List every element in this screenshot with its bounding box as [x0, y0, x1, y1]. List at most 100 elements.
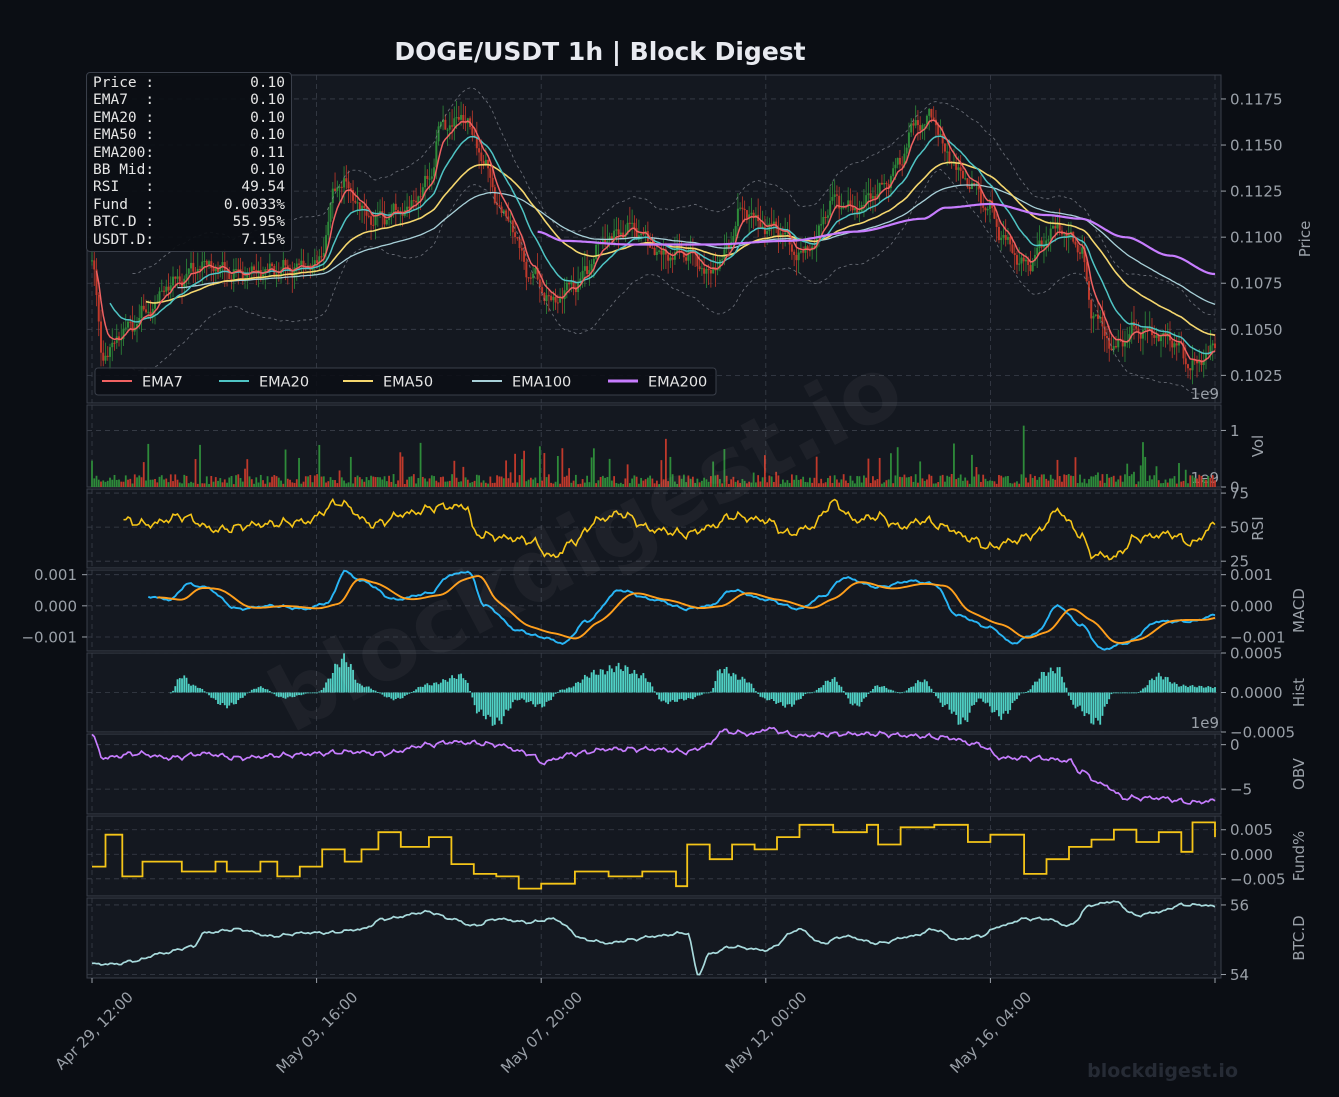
info-label: RSI : — [93, 179, 155, 196]
volume-bar — [604, 477, 607, 487]
candle-body — [327, 221, 330, 236]
hist-bar — [1016, 692, 1018, 700]
macd-ytick-left-label-2: 0.001 — [34, 566, 77, 584]
hist-bar — [309, 692, 312, 694]
hist-bar — [727, 673, 730, 693]
volume-bar — [97, 479, 100, 487]
candle-body — [932, 117, 935, 120]
volume-bar — [302, 481, 305, 487]
volume-bar — [541, 480, 544, 487]
candle-body — [1018, 263, 1021, 265]
info-value: 0.0033% — [223, 196, 285, 213]
volume-bar — [1083, 478, 1086, 487]
volume-bar — [718, 479, 721, 487]
hist-bar — [424, 684, 426, 693]
volume-bar — [352, 483, 354, 487]
candle-body — [208, 261, 211, 265]
volume-bar — [673, 481, 676, 487]
candle-body — [1024, 259, 1027, 262]
volume-bar — [151, 479, 154, 487]
candle-body — [160, 290, 163, 292]
volume-bar — [111, 479, 114, 487]
candle-body — [190, 262, 193, 269]
volume-bar — [230, 476, 233, 487]
hist-bar — [172, 690, 174, 693]
hist-bar — [1196, 687, 1198, 693]
candle-body — [1114, 346, 1117, 348]
candle-body — [196, 268, 199, 273]
candle-body — [1182, 343, 1185, 359]
candle-body — [705, 269, 708, 274]
volume-bar — [307, 476, 309, 487]
volume-bar — [763, 455, 766, 487]
hist-bar — [932, 692, 935, 693]
candle-body — [619, 232, 622, 235]
candle-body — [1144, 327, 1147, 331]
hist-bar — [219, 692, 222, 705]
hist-bar — [782, 692, 784, 706]
volume-bar — [246, 459, 249, 487]
hist-bar — [718, 669, 721, 693]
candle-body — [763, 226, 766, 235]
volume-bar — [651, 478, 654, 487]
candle-body — [849, 200, 852, 206]
volume-bar — [181, 483, 183, 487]
volume-bar — [1119, 475, 1122, 487]
hist-bar — [358, 683, 361, 693]
volume-bar — [1007, 475, 1009, 487]
volume-bar — [608, 458, 611, 487]
volume-bar — [118, 479, 120, 487]
hist-bar — [743, 678, 746, 693]
hist-bar — [403, 692, 406, 696]
hist-bar — [995, 692, 998, 711]
volume-bar — [266, 476, 269, 487]
candle-body — [471, 126, 474, 135]
candle-body — [1157, 335, 1160, 342]
candle-body — [770, 223, 773, 226]
hist-bar — [1072, 692, 1075, 705]
hist-bar — [273, 692, 276, 695]
volume-bar — [1137, 481, 1140, 487]
volume-bar — [782, 479, 784, 487]
volume-bar — [998, 475, 1000, 487]
candle-body — [502, 210, 505, 213]
candle-body — [1200, 360, 1203, 366]
hist-bar — [716, 670, 719, 693]
volume-bar — [908, 477, 910, 487]
candle-body — [1009, 237, 1012, 245]
volume-bar — [613, 476, 616, 487]
hist-bar — [878, 686, 881, 693]
volume-bar — [484, 482, 487, 487]
candle-body — [604, 239, 607, 244]
volume-bar — [588, 482, 591, 487]
hist-bar — [592, 669, 595, 693]
candle-body — [165, 286, 168, 292]
hist-bar — [1097, 692, 1099, 721]
volume-bar — [975, 467, 978, 487]
candle-body — [210, 261, 213, 268]
candle-body — [1027, 259, 1030, 266]
hist-bar — [1106, 692, 1108, 704]
hist-bar — [1058, 667, 1061, 693]
hist-bar — [397, 692, 399, 698]
hist-bar — [763, 692, 766, 699]
candle-body — [505, 210, 508, 217]
candle-body — [433, 167, 436, 177]
candle-body — [896, 157, 899, 165]
candle-body — [628, 222, 631, 224]
volume-bar — [388, 475, 390, 487]
volume-bar — [500, 476, 503, 487]
candle-body — [1031, 260, 1034, 272]
hist-bar — [426, 683, 429, 693]
candle-body — [682, 252, 685, 258]
volume-bar — [1200, 475, 1203, 487]
hist-bar — [361, 685, 363, 693]
candle-body — [718, 259, 721, 269]
volume-bar — [583, 482, 586, 487]
candle-body — [453, 118, 456, 127]
candle-body — [174, 276, 177, 279]
hist-bar — [568, 687, 571, 693]
volume-bar — [822, 483, 825, 487]
candle-body — [102, 352, 105, 361]
candle-body — [826, 215, 829, 218]
